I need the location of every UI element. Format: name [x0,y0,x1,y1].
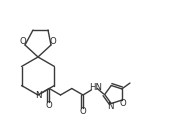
Text: O: O [50,38,56,46]
Text: O: O [119,99,126,108]
Text: N: N [35,90,41,100]
Text: N: N [107,102,113,111]
Text: O: O [80,108,86,116]
Text: O: O [46,101,53,110]
Text: O: O [20,38,26,46]
Text: HN: HN [89,83,102,92]
